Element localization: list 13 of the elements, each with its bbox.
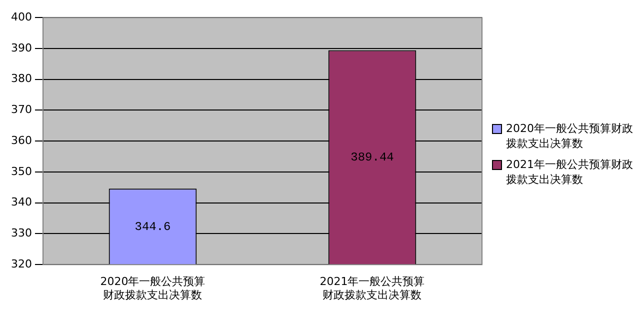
y-tick-label: 400 xyxy=(10,10,32,24)
y-tick-label: 370 xyxy=(10,103,32,116)
y-tick-label: 330 xyxy=(10,226,32,240)
legend-label: 2021年一般公共预算财政拨款支出决算数 xyxy=(506,156,634,186)
legend-label: 2020年一般公共预算财政拨款支出决算数 xyxy=(506,120,634,150)
y-tick-label: 360 xyxy=(10,134,32,147)
y-tick-label: 380 xyxy=(10,72,32,86)
data-label: 344.6 xyxy=(134,220,171,234)
data-label: 389.44 xyxy=(350,150,394,165)
y-tick-label: 320 xyxy=(10,257,32,270)
y-tick-label: 350 xyxy=(10,164,32,178)
y-tick-label: 390 xyxy=(10,41,32,54)
y-tick-label: 340 xyxy=(10,196,32,209)
